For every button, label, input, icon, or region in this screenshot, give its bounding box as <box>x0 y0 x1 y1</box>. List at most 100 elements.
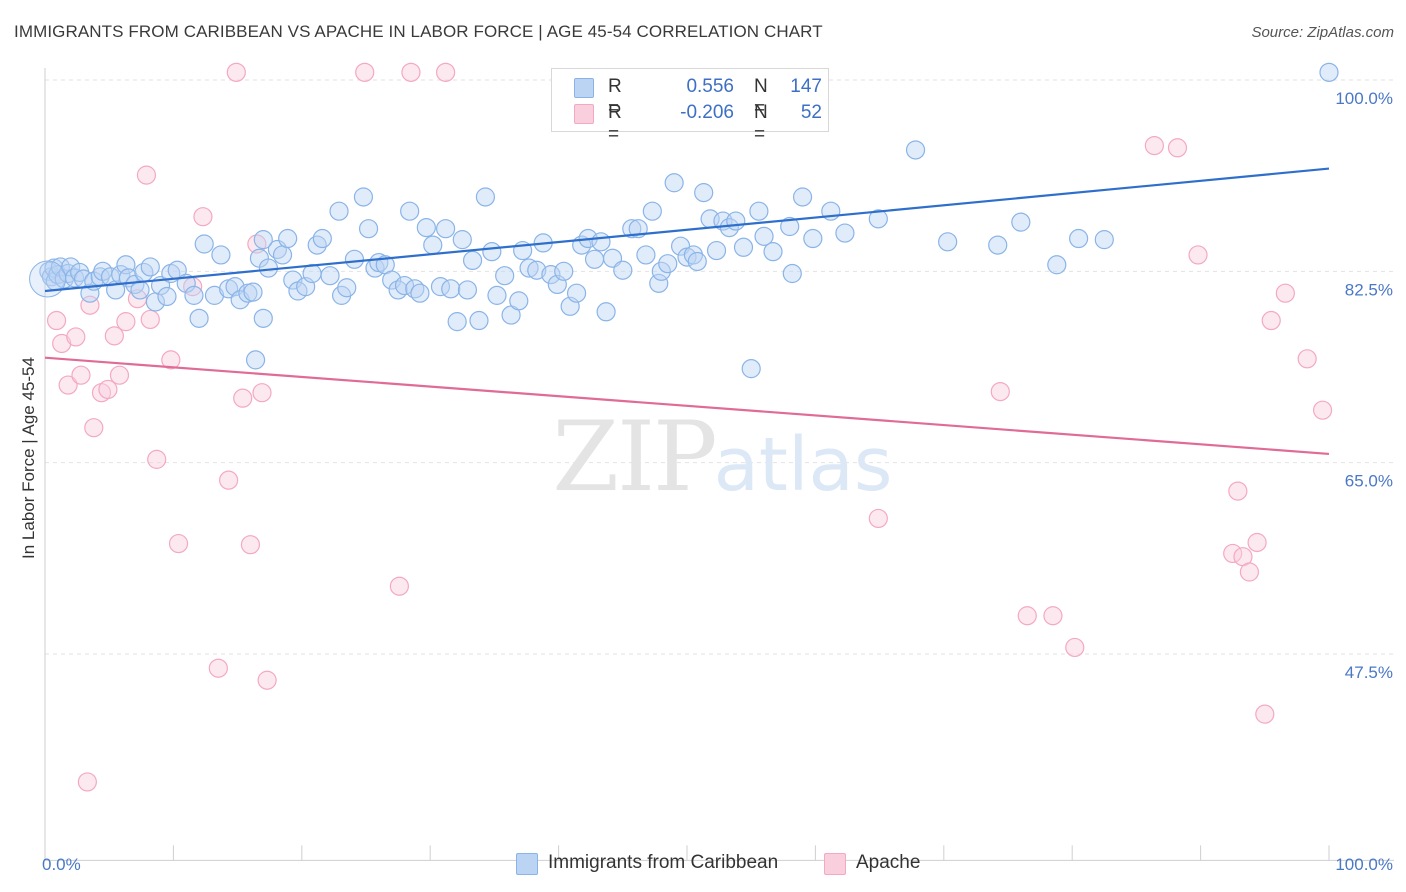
data-point <box>1297 349 1317 369</box>
data-point <box>240 535 261 555</box>
y-tick-label: 65.0% <box>1345 472 1393 491</box>
data-point <box>77 772 97 792</box>
data-point <box>211 245 231 265</box>
data-point <box>226 62 246 82</box>
data-point <box>184 285 204 305</box>
data-point <box>1043 606 1063 626</box>
data-point <box>462 250 483 270</box>
data-point <box>754 226 774 246</box>
data-point <box>416 218 436 238</box>
legend-n-value: 52 <box>800 102 822 123</box>
data-point <box>763 242 783 262</box>
data-point <box>80 283 100 303</box>
data-point <box>591 232 611 252</box>
data-point <box>664 173 684 193</box>
data-point <box>382 270 402 290</box>
y-tick-label: 82.5% <box>1345 280 1393 299</box>
data-point <box>66 327 86 347</box>
trend-lines <box>44 167 1330 456</box>
watermark-atlas: atlas <box>714 422 893 508</box>
data-point <box>596 302 616 322</box>
data-point <box>1239 562 1259 582</box>
data-point <box>780 216 800 237</box>
data-point <box>312 228 332 249</box>
legend: R = 0.556 N = 147 R = -0.206 N = 52 <box>551 68 829 145</box>
data-point <box>219 470 239 490</box>
data-point <box>243 282 263 302</box>
data-point <box>741 359 761 379</box>
data-point <box>1017 606 1037 626</box>
data-point <box>1167 138 1188 158</box>
data-point <box>452 230 472 250</box>
x-tick-label: 100.0% <box>1335 855 1393 874</box>
data-point <box>436 62 456 82</box>
data-point <box>161 350 181 370</box>
data-point <box>344 249 365 269</box>
data-point <box>208 658 228 678</box>
data-point <box>658 254 678 274</box>
data-point <box>487 285 507 305</box>
legend-r-value: 0.556 <box>686 76 734 97</box>
data-point <box>694 183 714 203</box>
series-apache <box>46 62 1333 792</box>
data-point <box>157 286 177 307</box>
data-point <box>988 235 1008 255</box>
data-point <box>253 308 273 328</box>
data-point <box>447 312 467 332</box>
data-point <box>636 245 656 265</box>
data-point <box>257 670 277 690</box>
bottom-legend-swatch-apache <box>824 853 846 875</box>
data-point <box>1144 136 1164 156</box>
data-point <box>140 257 160 277</box>
data-point <box>71 365 91 385</box>
data-point <box>509 291 529 311</box>
data-point <box>353 187 374 207</box>
data-point <box>423 235 443 255</box>
y-axis-label: In Labor Force | Age 45-54 <box>19 357 38 559</box>
data-point <box>457 280 478 300</box>
data-point <box>1069 228 1089 249</box>
trend-line-apache <box>44 356 1330 456</box>
data-point <box>168 533 189 554</box>
data-point <box>519 258 539 278</box>
data-point <box>355 62 375 82</box>
data-point <box>1319 62 1339 82</box>
data-point <box>554 261 574 281</box>
data-point <box>938 232 958 252</box>
data-point <box>782 263 802 284</box>
legend-n-value: 147 <box>790 76 822 97</box>
bottom-legend-label-caribbean: Immigrants from Caribbean <box>548 852 779 873</box>
data-point <box>482 242 502 262</box>
data-point <box>394 275 415 296</box>
x-tick-label: 0.0% <box>42 855 81 874</box>
data-point <box>58 375 78 395</box>
tick-labels: 100.0% 82.5% 65.0% 47.5% 0.0% 100.0% <box>42 89 1393 874</box>
data-point <box>61 257 81 277</box>
data-point <box>307 235 327 255</box>
data-point <box>104 326 124 346</box>
legend-r-label: R = <box>608 76 622 119</box>
data-point <box>253 230 273 250</box>
watermark-zip: ZIP <box>552 401 715 513</box>
data-point <box>475 187 496 207</box>
data-point <box>1047 255 1067 275</box>
data-point <box>792 187 813 207</box>
data-point <box>52 333 72 354</box>
bottom-legend-swatch-caribbean <box>516 853 538 875</box>
legend-swatch-caribbean <box>574 78 594 98</box>
data-point <box>706 240 727 261</box>
data-point <box>868 508 888 529</box>
data-point <box>1247 532 1267 553</box>
data-point <box>1275 283 1295 303</box>
grid-lines <box>45 79 1394 655</box>
data-point <box>329 201 349 221</box>
legend-n-label: N = <box>754 102 768 145</box>
watermark: ZIP atlas <box>552 401 892 513</box>
data-point <box>441 279 461 299</box>
data-point <box>245 350 266 370</box>
y-tick-label: 47.5% <box>1345 663 1393 682</box>
data-point <box>1065 637 1085 658</box>
data-point <box>733 237 754 257</box>
data-point-cluster <box>29 260 67 298</box>
data-point <box>642 201 662 221</box>
